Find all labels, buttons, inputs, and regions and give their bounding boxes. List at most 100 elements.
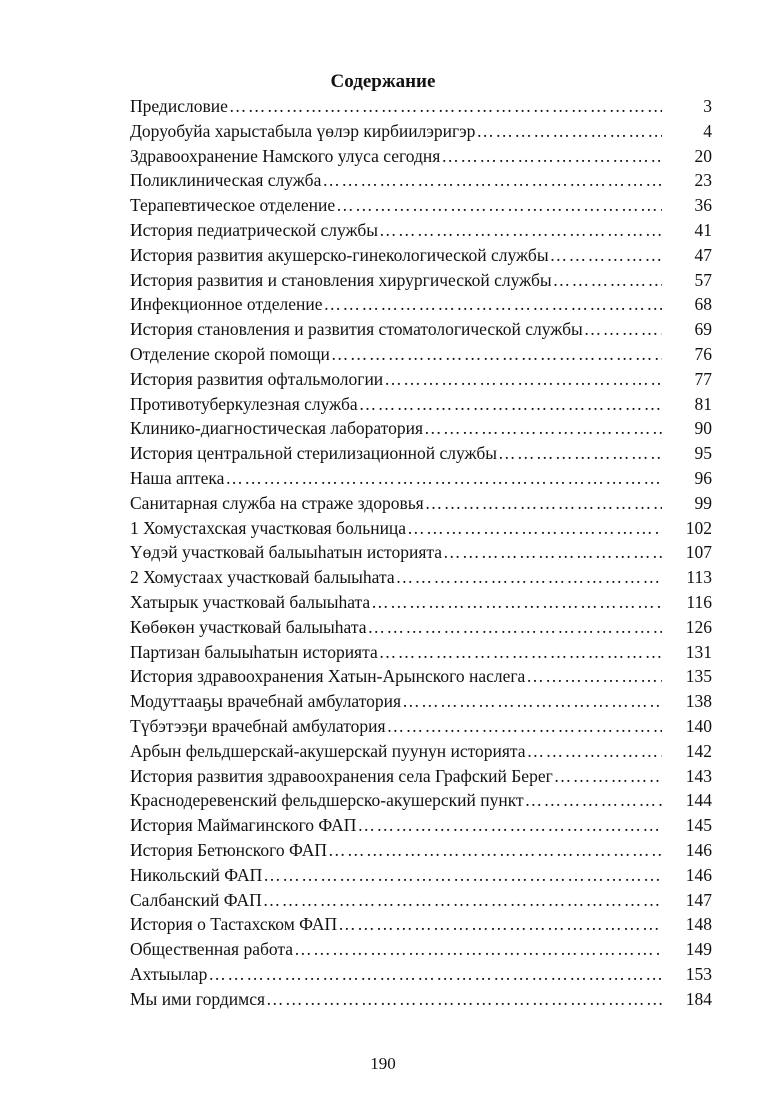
toc-entry-title: Түбэтээҕи врачебнай амбулатория xyxy=(130,715,386,736)
toc-entry[interactable]: История Бетюнского ФАП 146 xyxy=(130,838,712,863)
toc-entry[interactable]: Противотуберкулезная служба 81 xyxy=(130,392,712,417)
toc-entry-page: 95 xyxy=(694,443,713,464)
dot-leader xyxy=(367,615,662,640)
toc-entry-page: 126 xyxy=(685,616,712,637)
toc-entry-page: 96 xyxy=(694,467,713,488)
toc-entry-title: Общественная работа xyxy=(130,939,294,960)
toc-entry[interactable]: 2 Хомустаах участковай балыыһата 113 xyxy=(130,565,712,590)
toc-entry[interactable]: Түбэтээҕи врачебнай амбулатория 140 xyxy=(130,714,712,739)
dot-leader xyxy=(498,441,662,466)
toc-entry-page: 153 xyxy=(685,963,712,984)
dot-leader xyxy=(527,739,662,764)
toc-entry[interactable]: Наша аптека 96 xyxy=(130,466,712,491)
dot-leader xyxy=(229,94,662,119)
toc-entry-title: История о Тастахском ФАП xyxy=(130,914,338,935)
toc-entry[interactable]: Санитарная служба на страже здоровья 99 xyxy=(130,491,712,516)
toc-entry[interactable]: Клинико-диагностическая лаборатория 90 xyxy=(130,416,712,441)
toc-entry-page: 47 xyxy=(694,244,713,265)
dot-leader xyxy=(550,243,662,268)
toc-entry-page: 146 xyxy=(685,864,712,885)
toc-entry[interactable]: 1 Хомустахская участковая больница 102 xyxy=(130,516,712,541)
toc-entry[interactable]: Инфекционное отделение 68 xyxy=(130,292,712,317)
dot-leader xyxy=(338,912,662,937)
toc-entry-title: Хатырык участковай балыыһата xyxy=(130,591,371,612)
toc-entry-page: 148 xyxy=(685,914,712,935)
toc-entry-title: Клинико-диагностическая лаборатория xyxy=(130,418,423,439)
toc-entry-page: 20 xyxy=(694,145,713,166)
toc-entry-title: Наша аптека xyxy=(130,467,225,488)
toc-entry[interactable]: Ахтыылар 153 xyxy=(130,962,712,987)
toc-entry-title: Предисловие xyxy=(130,96,228,116)
toc-entry-page: 138 xyxy=(685,691,712,712)
toc-entry[interactable]: История развития и становления хирургиче… xyxy=(130,268,712,293)
toc-entry-page: 140 xyxy=(685,715,712,736)
dot-leader xyxy=(331,342,662,367)
toc-entry-page: 69 xyxy=(694,319,713,340)
toc-entry-title: 1 Хомустахская участковая больница xyxy=(130,517,407,538)
toc-entry-title: История здравоохранения Хатын-Арынского … xyxy=(130,666,526,687)
toc-entry-title: История развития и становления хирургиче… xyxy=(130,269,552,290)
toc-entry-page: 102 xyxy=(685,517,712,538)
dot-leader xyxy=(266,987,662,1012)
toc-entry-title: Көбөкөн участковай балыыһата xyxy=(130,616,367,637)
toc-entry[interactable]: Терапевтическое отделение 36 xyxy=(130,193,712,218)
dot-leader xyxy=(407,516,662,541)
toc-entry-title: Салбанский ФАП xyxy=(130,889,262,910)
toc-entry[interactable]: История развития акушерско-гинекологичес… xyxy=(130,243,712,268)
toc-entry-page: 145 xyxy=(685,815,712,836)
toc-entry[interactable]: Общественная работа 149 xyxy=(130,937,712,962)
toc-entry[interactable]: Партизан балыыһатын историята 131 xyxy=(130,640,712,665)
toc-entry[interactable]: Никольский ФАП 146 xyxy=(130,863,712,888)
toc-entry-title: Терапевтическое отделение xyxy=(130,195,336,216)
toc-entry[interactable]: Көбөкөн участковай балыыһата 126 xyxy=(130,615,712,640)
toc-entry[interactable]: Отделение скорой помощи 76 xyxy=(130,342,712,367)
toc-entry[interactable]: Доруобуйа харыстабыла үөлэр кирбиилэригэ… xyxy=(130,119,712,144)
dot-leader xyxy=(525,788,662,813)
dot-leader xyxy=(443,540,662,565)
toc-entry[interactable]: Мы ими гордимся 184 xyxy=(130,987,712,1012)
toc-entry-page: 184 xyxy=(685,988,712,1009)
toc-entry[interactable]: Здравоохранение Намского улуса сегодня 20 xyxy=(130,144,712,169)
dot-leader xyxy=(322,168,662,193)
dot-leader xyxy=(553,268,662,293)
toc-entry[interactable]: Үөдэй участковай балыыһатын историята 107 xyxy=(130,540,712,565)
toc-entry-title: История Маймагинского ФАП xyxy=(130,815,357,836)
toc-entry-page: 4 xyxy=(703,120,712,141)
toc-entry[interactable]: История здравоохранения Хатын-Арынского … xyxy=(130,664,712,689)
toc-entry-title: История педиатрической службы xyxy=(130,219,378,240)
toc-entry-page: 147 xyxy=(685,889,712,910)
dot-leader xyxy=(208,962,662,987)
toc-entry[interactable]: История становления и развития стоматоло… xyxy=(130,317,712,342)
toc-entry[interactable]: Модуттааҕы врачебнай амбулатория 138 xyxy=(130,689,712,714)
toc-entry-title: Санитарная служба на страже здоровья xyxy=(130,492,424,513)
toc-entry[interactable]: Предисловие 3 xyxy=(130,94,712,119)
table-of-contents: Предисловие 3 Доруобуйа харыстабыла үөлэр … xyxy=(130,94,712,1011)
toc-entry-page: 135 xyxy=(685,666,712,687)
dot-leader xyxy=(425,491,662,516)
dot-leader xyxy=(328,838,662,863)
toc-entry[interactable]: История Маймагинского ФАП 145 xyxy=(130,813,712,838)
toc-entry[interactable]: История о Тастахском ФАП 148 xyxy=(130,912,712,937)
toc-entry[interactable]: Хатырык участковай балыыһата 116 xyxy=(130,590,712,615)
toc-entry[interactable]: История развития офтальмологии 77 xyxy=(130,367,712,392)
toc-entry[interactable]: История центральной стерилизационной слу… xyxy=(130,441,712,466)
toc-entry[interactable]: Арбын фельдшерскай-акушерскай пуунун ист… xyxy=(130,739,712,764)
toc-entry-page: 149 xyxy=(685,939,712,960)
toc-entry[interactable]: Краснодеревенский фельдшерско-акушерский… xyxy=(130,788,712,813)
dot-leader xyxy=(424,416,662,441)
dot-leader xyxy=(387,714,662,739)
toc-entry[interactable]: История развития здравоохранения села Гр… xyxy=(130,764,712,789)
dot-leader xyxy=(359,392,662,417)
toc-entry-title: История развития офтальмологии xyxy=(130,368,384,389)
toc-entry-title: История развития акушерско-гинекологичес… xyxy=(130,244,549,265)
toc-entry-page: 142 xyxy=(685,740,712,761)
toc-entry-title: Инфекционное отделение xyxy=(130,294,323,315)
dot-leader xyxy=(324,292,662,317)
toc-entry-page: 107 xyxy=(685,542,712,563)
toc-entry[interactable]: Салбанский ФАП 147 xyxy=(130,888,712,913)
toc-entry-title: Партизан балыыһатын историята xyxy=(130,641,378,662)
dot-leader xyxy=(584,317,662,342)
toc-entry[interactable]: Поликлиническая служба 23 xyxy=(130,168,712,193)
toc-entry-page: 41 xyxy=(694,219,713,240)
toc-entry[interactable]: История педиатрической службы 41 xyxy=(130,218,712,243)
